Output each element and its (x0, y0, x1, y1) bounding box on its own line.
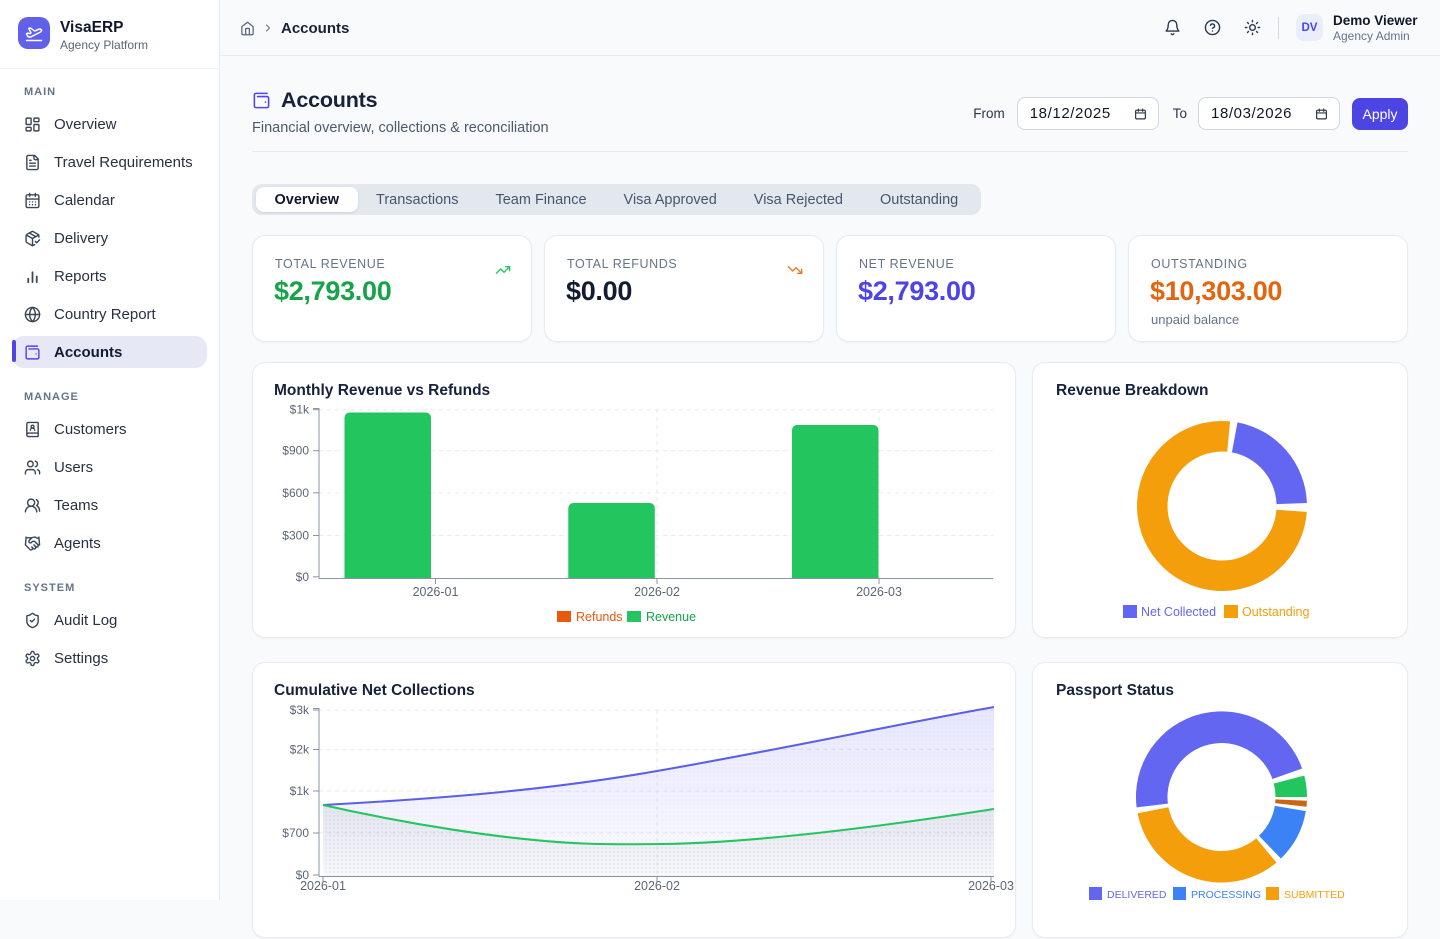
svg-text:$1k: $1k (290, 784, 310, 798)
svg-text:Revenue: Revenue (646, 610, 696, 624)
svg-text:2026-03: 2026-03 (968, 879, 1014, 893)
svg-text:Net Collected: Net Collected (1141, 605, 1216, 619)
svg-text:Outstanding: Outstanding (1242, 605, 1309, 619)
svg-text:$3k: $3k (290, 703, 310, 717)
svg-text:2026-02: 2026-02 (634, 585, 680, 599)
svg-text:2026-01: 2026-01 (413, 585, 459, 599)
svg-text:$0: $0 (296, 868, 310, 882)
svg-text:$600: $600 (282, 486, 309, 500)
svg-text:PROCESSING: PROCESSING (1191, 889, 1261, 901)
svg-text:SUBMITTED: SUBMITTED (1284, 889, 1345, 901)
svg-text:$0: $0 (296, 570, 310, 584)
svg-text:2026-02: 2026-02 (634, 879, 680, 893)
svg-text:Refunds: Refunds (576, 610, 623, 624)
svg-text:DELIVERED: DELIVERED (1107, 889, 1167, 901)
svg-text:2026-03: 2026-03 (856, 585, 902, 599)
svg-text:$700: $700 (282, 826, 309, 840)
svg-text:$2k: $2k (290, 743, 310, 757)
svg-text:2026-01: 2026-01 (300, 879, 346, 893)
svg-text:$900: $900 (282, 444, 309, 458)
svg-text:$1k: $1k (290, 403, 310, 417)
svg-text:$300: $300 (282, 529, 309, 543)
